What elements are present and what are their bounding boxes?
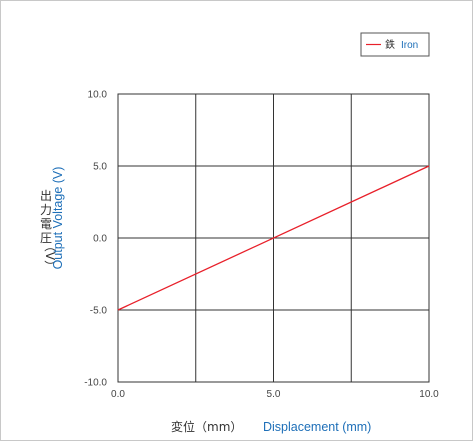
- y-tick-label: 10.0: [88, 90, 108, 101]
- legend-box: [360, 32, 430, 57]
- y-tick-labels: 10.0 5.0 0.0 -5.0 -10.0: [84, 90, 107, 389]
- x-tick-labels: 0.0 5.0 10.0: [111, 389, 439, 400]
- y-label-jp-4: （V）: [43, 240, 57, 272]
- x-tick-label: 5.0: [267, 389, 281, 400]
- y-label-jp-1: 力: [40, 203, 52, 217]
- y-label-en: Output Voltage (V): [51, 167, 65, 270]
- legend-label-jp: 鉄: [385, 38, 395, 51]
- legend-label-en: Iron: [401, 40, 418, 51]
- x-tick-label: 10.0: [419, 389, 439, 400]
- y-label-jp-0: 出: [40, 189, 52, 203]
- y-tick-label: 5.0: [93, 162, 107, 173]
- series-line-iron: [117, 165, 430, 311]
- y-tick-label: -10.0: [84, 378, 107, 389]
- y-tick-label: -5.0: [90, 306, 108, 317]
- y-axis-label: 出 力 電 圧 （V） Output Voltage (V): [40, 167, 65, 273]
- legend: 鉄 Iron: [360, 32, 430, 57]
- x-tick-label: 0.0: [111, 389, 125, 400]
- y-tick-label: 0.0: [93, 234, 107, 245]
- series-group: [117, 165, 430, 311]
- y-label-jp-3: 圧: [40, 231, 52, 245]
- x-label-en: Displacement (mm): [263, 420, 371, 434]
- y-label-jp-2: 電: [40, 217, 52, 231]
- x-label-jp: 変位（mm）: [171, 419, 242, 434]
